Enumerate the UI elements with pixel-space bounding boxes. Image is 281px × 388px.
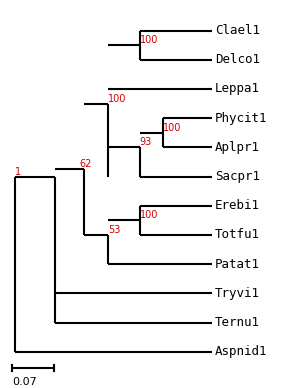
Text: Leppa1: Leppa1 bbox=[215, 83, 260, 95]
Text: 93: 93 bbox=[140, 137, 152, 147]
Text: Tryvi1: Tryvi1 bbox=[215, 287, 260, 300]
Text: Erebi1: Erebi1 bbox=[215, 199, 260, 212]
Text: 1: 1 bbox=[15, 166, 21, 177]
Text: 100: 100 bbox=[108, 94, 126, 104]
Text: Totfu1: Totfu1 bbox=[215, 229, 260, 241]
Text: 100: 100 bbox=[140, 210, 158, 220]
Text: Aspnid1: Aspnid1 bbox=[215, 345, 267, 358]
Text: Delco1: Delco1 bbox=[215, 53, 260, 66]
Text: 100: 100 bbox=[140, 35, 158, 45]
Text: 100: 100 bbox=[163, 123, 182, 133]
Text: Phycit1: Phycit1 bbox=[215, 112, 267, 125]
Text: Patat1: Patat1 bbox=[215, 258, 260, 271]
Text: 62: 62 bbox=[79, 159, 91, 169]
Text: 0.07: 0.07 bbox=[12, 377, 37, 386]
Text: Sacpr1: Sacpr1 bbox=[215, 170, 260, 183]
Text: Aplpr1: Aplpr1 bbox=[215, 141, 260, 154]
Text: Clael1: Clael1 bbox=[215, 24, 260, 37]
Text: 53: 53 bbox=[108, 225, 121, 235]
Text: Ternu1: Ternu1 bbox=[215, 316, 260, 329]
